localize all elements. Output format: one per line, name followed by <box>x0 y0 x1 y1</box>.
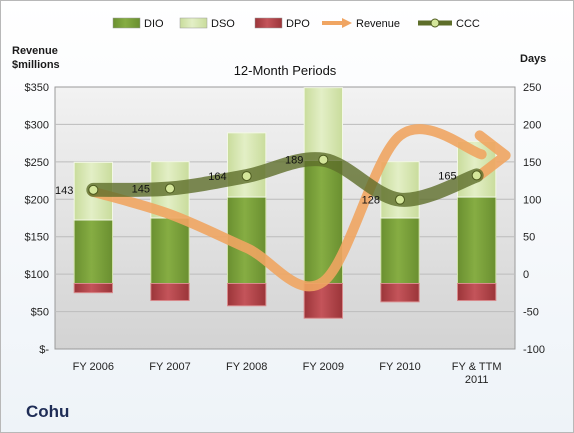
right-tick-label: 100 <box>523 194 541 206</box>
ccc-marker <box>318 154 329 165</box>
left-tick-label: $- <box>39 344 49 356</box>
ccc-marker <box>88 184 99 195</box>
bar-dpo <box>150 283 190 302</box>
left-tick-label: $250 <box>25 157 49 169</box>
ccc-data-label: 145 <box>132 184 150 196</box>
left-tick-label: $50 <box>31 307 49 319</box>
left-tick-label: $300 <box>25 119 49 131</box>
right-tick-label: 200 <box>523 119 541 131</box>
company-name: Cohu <box>26 402 70 421</box>
legend-swatch-ccc-marker <box>430 18 440 28</box>
bar-dpo <box>227 283 267 307</box>
category-label: FY 2010 <box>379 361 420 373</box>
legend-label-revenue: Revenue <box>356 18 400 30</box>
bar-dio <box>73 219 113 284</box>
legend-swatch-dso <box>179 17 208 29</box>
revenue-arrowhead <box>474 130 511 181</box>
ccc-marker <box>241 171 252 182</box>
ccc-marker <box>395 194 405 205</box>
left-tick-label: $200 <box>25 194 49 206</box>
right-tick-label: 50 <box>523 232 535 244</box>
ccc-data-label: 164 <box>208 171 226 183</box>
legend-label-dio: DIO <box>144 18 164 30</box>
left-tick-label: $150 <box>25 232 49 244</box>
legend-label-dso: DSO <box>211 18 235 30</box>
revenue-line <box>88 124 487 292</box>
plot-area <box>54 86 516 350</box>
category-label: FY 2006 <box>73 361 114 373</box>
category-label: FY & TTM <box>452 361 502 373</box>
chart-title: 12-Month Periods <box>234 63 337 78</box>
legend-swatch-dpo <box>254 17 283 29</box>
bar-dio <box>457 196 497 284</box>
right-tick-label: 0 <box>523 269 529 281</box>
right-tick-label: 150 <box>523 157 541 169</box>
legend-label-ccc: CCC <box>456 18 480 30</box>
category-label: FY 2007 <box>149 361 190 373</box>
bar-dso <box>227 132 267 198</box>
category-label: FY 2009 <box>303 361 344 373</box>
legend-swatch-dio <box>112 17 141 29</box>
left-tick-label: $350 <box>25 82 49 94</box>
ccc-marker <box>471 170 482 181</box>
ccc-data-label: 165 <box>438 170 456 182</box>
bar-dpo <box>73 283 113 294</box>
left-axis-title-line2: $millions <box>12 59 60 71</box>
ccc-data-label: 128 <box>362 195 380 207</box>
bar-dso <box>303 87 343 161</box>
category-label: 2011 <box>465 374 489 386</box>
right-axis-title: Days <box>520 53 547 65</box>
legend-swatch-revenue-arrow <box>342 18 352 28</box>
right-tick-label: -50 <box>523 307 539 319</box>
left-axis-title-line1: Revenue <box>12 45 58 57</box>
category-label: FY 2008 <box>226 361 267 373</box>
ccc-marker <box>165 183 175 194</box>
ccc-data-label: 189 <box>285 155 303 167</box>
legend-label-dpo: DPO <box>286 18 310 30</box>
ccc-data-label: 143 <box>55 185 73 197</box>
left-axis-title: Revenue $millions <box>12 44 60 72</box>
bar-dpo <box>380 283 420 303</box>
left-tick-label: $100 <box>25 269 49 281</box>
right-tick-label: 250 <box>523 82 541 94</box>
bar-dio <box>380 217 420 284</box>
bar-dpo <box>457 283 497 302</box>
bar-dio <box>150 217 190 284</box>
right-tick-label: -100 <box>523 344 545 356</box>
